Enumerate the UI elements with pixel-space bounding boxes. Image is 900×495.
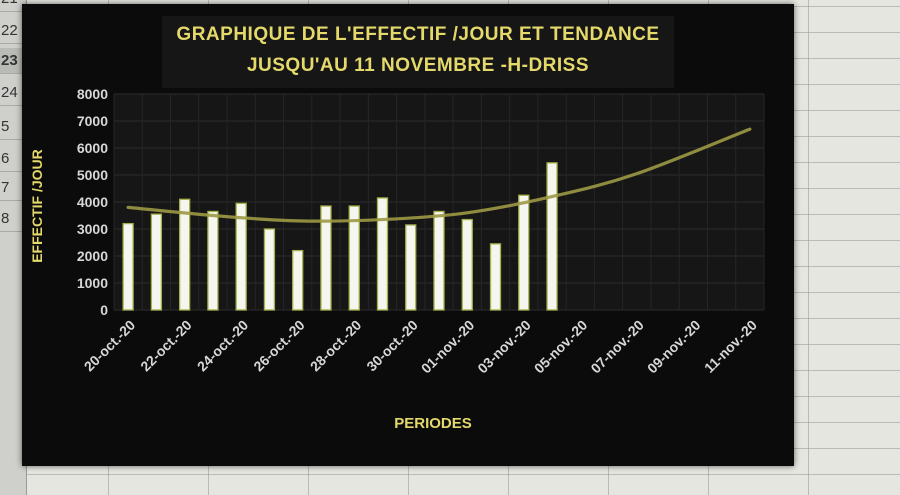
bar [122, 222, 134, 311]
bar [376, 197, 389, 311]
y-axis-title: EFFECTIF /JOUR [29, 149, 45, 263]
bar [263, 228, 276, 311]
x-tick-label: 09-nov.-20 [644, 317, 704, 377]
bar [489, 243, 502, 311]
x-tick-label: 24-oct.-20 [194, 317, 252, 375]
trend-line [126, 127, 752, 223]
chart-svg: 0 1000 2000 3000 4000 5000 6000 7000 8000 20-oct.… [29, 86, 765, 432]
row-number[interactable]: 24 [0, 80, 26, 106]
bar [405, 224, 417, 311]
row-number[interactable]: 21 [0, 0, 26, 12]
row-number[interactable]: 8 [0, 206, 26, 232]
y-tick-label: 4000 [77, 194, 108, 210]
chart-title-line-2: JUSQU'AU 11 NOVEMBRE -H-DRISS [246, 55, 590, 76]
x-tick-label: 01-nov.-20 [418, 317, 478, 377]
y-tick-label: 0 [100, 302, 108, 318]
row-number[interactable]: 5 [0, 114, 26, 140]
y-tick-label: 1000 [77, 275, 108, 291]
bar [461, 218, 473, 311]
x-tick-label: 07-nov.-20 [587, 317, 647, 377]
x-tick-label: 26-oct.-20 [250, 317, 308, 375]
chart-area[interactable]: GRAPHIQUE DE L'EFFECTIF /JOUR ET TENDANC… [22, 4, 794, 466]
row-number[interactable]: 7 [0, 175, 26, 201]
chart-title-line-1: GRAPHIQUE DE L'EFFECTIF /JOUR ET TENDANC… [176, 24, 660, 45]
bar [433, 210, 445, 311]
row-number-selected[interactable]: 23 [0, 48, 26, 74]
x-tick-label: 11-nov.-20 [701, 317, 760, 376]
row-number[interactable]: 6 [0, 146, 26, 172]
y-tick-label: 3000 [77, 221, 108, 237]
bar [179, 198, 191, 311]
bar [348, 205, 360, 311]
y-tick-label: 7000 [77, 113, 108, 129]
x-tick-label: 20-oct.-20 [81, 317, 139, 375]
x-tick-label: 03-nov.-20 [474, 317, 534, 377]
bar [235, 202, 247, 311]
bar [546, 162, 558, 311]
y-tick-label: 6000 [77, 140, 108, 156]
x-tick-label: 05-nov.-20 [531, 317, 591, 377]
bar [207, 210, 219, 311]
y-tick-label: 5000 [77, 167, 108, 183]
bar [320, 205, 332, 311]
x-tick-label: 30-oct.-20 [363, 317, 421, 375]
chart-title-box: GRAPHIQUE DE L'EFFECTIF /JOUR ET TENDANC… [162, 16, 674, 88]
x-tick-label: 28-oct.-20 [307, 317, 365, 375]
y-tick-label: 2000 [77, 248, 108, 264]
x-tick-label: 22-oct.-20 [137, 317, 195, 375]
y-tick-label: 8000 [77, 86, 108, 102]
bar [292, 249, 304, 311]
x-axis-title: PERIODES [394, 415, 472, 432]
bar [150, 213, 163, 311]
row-number[interactable]: 22 [0, 18, 26, 44]
bar [518, 194, 530, 311]
